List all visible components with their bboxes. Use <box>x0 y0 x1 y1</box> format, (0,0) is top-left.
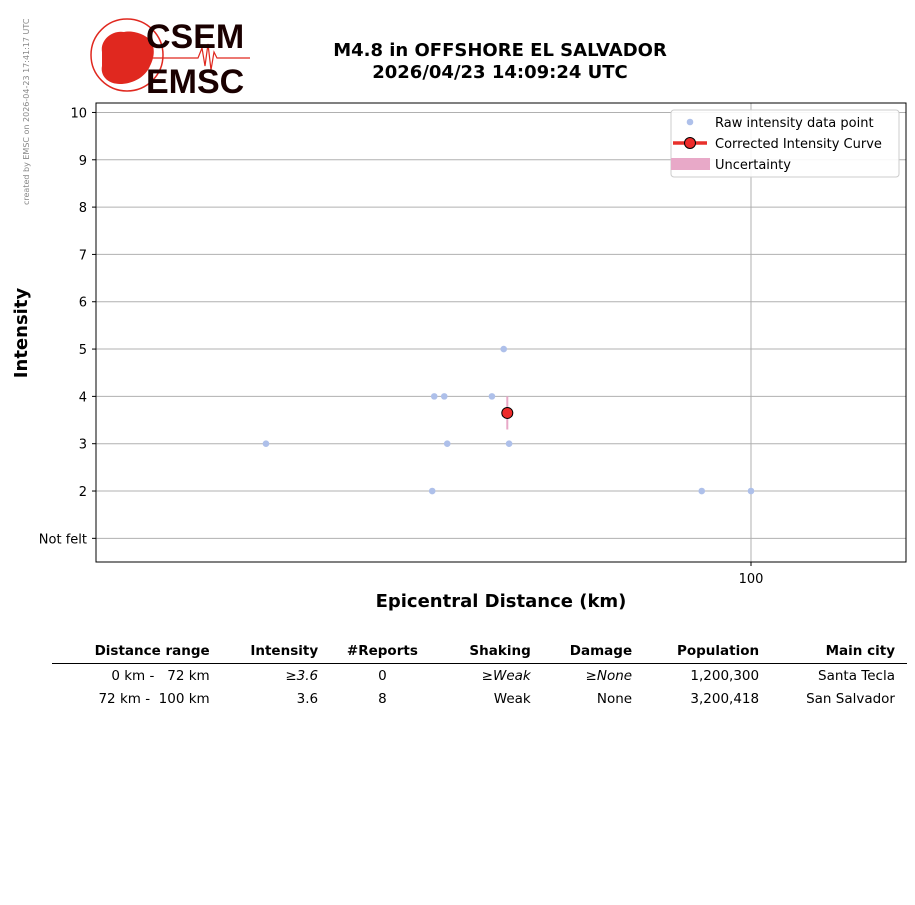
table-row: 72 km - 100 km 3.6 8 Weak None 3,200,418… <box>52 687 907 710</box>
axis-ticks: Not felt 2 3 4 5 6 7 8 9 10 100 <box>39 106 764 587</box>
chart-title-line1: M4.8 in OFFSHORE EL SALVADOR <box>333 40 667 61</box>
raw-data-point <box>747 487 755 495</box>
raw-data-point <box>262 440 270 448</box>
col-intensity-header: Intensity <box>250 643 319 659</box>
raw-data-point <box>428 487 436 495</box>
corrected-intensity-point <box>501 406 514 419</box>
intensity-chart: CSEM EMSC M4.8 in OFFSHORE EL SALVADOR 2… <box>11 18 907 612</box>
plot-frame <box>95 102 907 563</box>
y-tick-label: 10 <box>70 106 87 121</box>
logo-map-shape <box>101 31 154 84</box>
creation-note: created by EMSC on 2026-04-23 17:41:17 U… <box>22 18 31 205</box>
cell-intensity: ≥3.6 <box>285 668 319 684</box>
cell-damage: ≥None <box>585 668 633 684</box>
cell-reports: 8 <box>378 691 387 707</box>
cell-city: Santa Tecla <box>818 668 895 684</box>
y-axis-label: Intensity <box>11 288 32 379</box>
raw-data-point <box>440 393 448 400</box>
x-axis-label: Epicentral Distance (km) <box>376 591 627 612</box>
y-tick-label: 8 <box>79 201 87 216</box>
y-tick-label: 5 <box>79 343 87 358</box>
cell-distance: 0 km - 72 km <box>111 668 210 684</box>
table-row: 0 km - 72 km ≥3.6 0 ≥Weak ≥None 1,200,30… <box>52 664 907 688</box>
col-city-header: Main city <box>825 643 895 659</box>
legend-label: Uncertainty <box>715 158 791 173</box>
raw-data-point <box>505 440 513 448</box>
logo-globe-icon <box>90 18 164 92</box>
legend-uncertainty-swatch <box>671 158 710 170</box>
y-tick-label: 9 <box>79 154 87 169</box>
y-tick-label: Not felt <box>39 532 87 547</box>
col-population-header: Population <box>676 643 760 659</box>
col-damage-header: Damage <box>569 643 633 659</box>
legend-box <box>670 109 900 178</box>
chart-title-line2: 2026/04/23 14:09:24 UTC <box>372 62 628 83</box>
raw-data-point <box>698 487 706 495</box>
cell-damage: None <box>596 691 633 707</box>
cell-reports: 0 <box>378 668 387 684</box>
cell-population: 3,200,418 <box>690 691 760 707</box>
col-distance-header: Distance range <box>94 643 210 659</box>
y-tick-label: 6 <box>79 296 87 311</box>
raw-data-point <box>443 440 451 448</box>
col-reports-header: #Reports <box>346 643 418 659</box>
intensity-table: Distance range Intensity #Reports Shakin… <box>52 640 907 710</box>
y-tick-label: 4 <box>79 390 87 405</box>
chart-legend: Raw intensity data point Corrected Intens… <box>670 109 900 178</box>
logo-seismogram-icon <box>150 43 250 71</box>
raw-data-point <box>500 345 508 353</box>
legend-raw-marker <box>686 118 694 126</box>
emsc-logo: CSEM EMSC <box>90 18 250 101</box>
cell-population: 1,200,300 <box>690 668 760 684</box>
legend-curve-marker <box>684 137 696 149</box>
logo-text-top: CSEM <box>146 18 244 56</box>
logo-text-bottom: EMSC <box>146 63 244 101</box>
legend-label: Corrected Intensity Curve <box>715 137 882 152</box>
cell-distance: 72 km - 100 km <box>98 691 210 707</box>
y-tick-label: 2 <box>79 485 87 500</box>
raw-data-point <box>488 393 496 400</box>
y-tick-label: 7 <box>79 248 87 263</box>
table-header-row: Distance range Intensity #Reports Shakin… <box>52 640 907 664</box>
cell-shaking: Weak <box>493 691 531 707</box>
corrected-curve <box>501 406 514 419</box>
x-tick-label: 100 <box>739 572 764 587</box>
cell-city: San Salvador <box>806 691 895 707</box>
cell-shaking: ≥Weak <box>481 668 531 684</box>
cell-intensity: 3.6 <box>296 691 319 707</box>
col-shaking-header: Shaking <box>469 643 531 659</box>
y-tick-label: 3 <box>79 438 87 453</box>
raw-points <box>262 345 755 495</box>
legend-label: Raw intensity data point <box>715 116 874 131</box>
raw-data-point <box>430 393 438 400</box>
